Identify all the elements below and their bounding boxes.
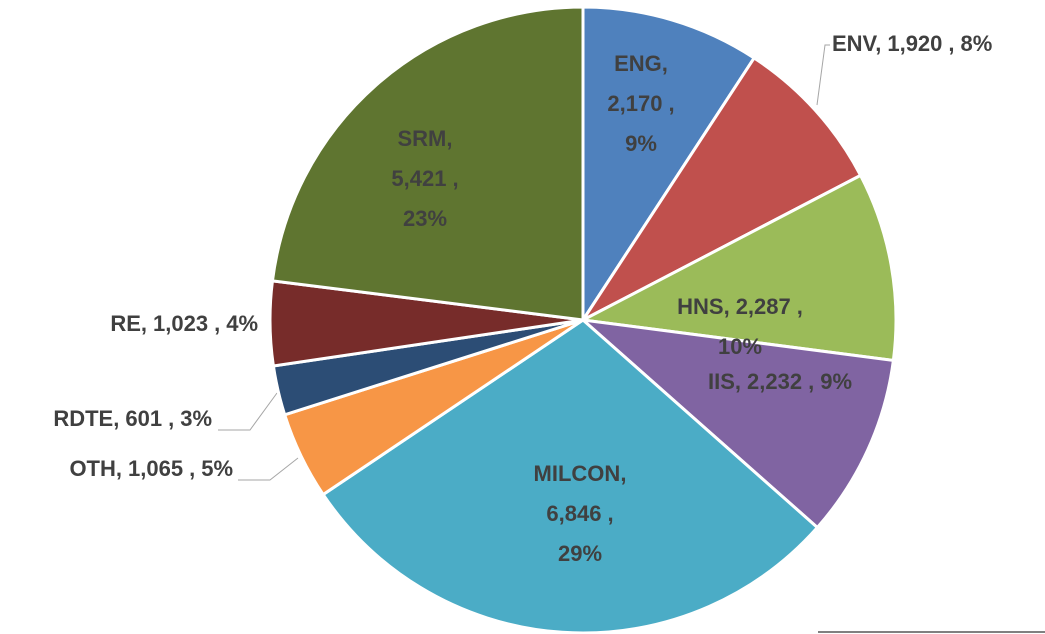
label-part: 2,170: [607, 91, 662, 116]
label-part: RDTE: [53, 406, 113, 431]
label-separator: ,: [607, 501, 613, 526]
pie-slice: [581, 5, 757, 326]
label-part: 4%: [226, 311, 258, 336]
label-part: 3%: [180, 406, 212, 431]
data-label: ENV, 1,920, 8%: [832, 31, 992, 56]
label-separator: ,: [620, 461, 626, 486]
pie-slice: [578, 55, 863, 324]
label-separator: ,: [113, 406, 119, 431]
pie-slice: [270, 5, 585, 322]
label-separator: ,: [141, 311, 147, 336]
label-part: MILCON: [534, 461, 621, 486]
label-part: 1,065: [128, 456, 183, 481]
data-label: OTH, 1,065, 5%: [69, 456, 233, 481]
data-label: 23%: [403, 206, 447, 231]
label-part: 8%: [961, 31, 993, 56]
label-separator: ,: [875, 31, 881, 56]
label-separator: ,: [948, 31, 954, 56]
label-part: ENV: [832, 31, 878, 56]
label-separator: ,: [735, 369, 741, 394]
label-part: 29%: [558, 541, 602, 566]
label-part: 2,287: [736, 294, 791, 319]
label-part: 23%: [403, 206, 447, 231]
label-part: IIS: [708, 369, 735, 394]
label-separator: ,: [808, 369, 814, 394]
data-label: IIS, 2,232, 9%: [708, 369, 852, 394]
data-label: RE, 1,023, 4%: [110, 311, 258, 336]
label-part: 601: [125, 406, 162, 431]
data-label: SRM,: [397, 126, 452, 151]
data-label: HNS, 2,287,: [677, 294, 803, 319]
data-label: 29%: [558, 541, 602, 566]
data-label: MILCON,: [534, 461, 627, 486]
label-separator: ,: [662, 51, 668, 76]
label-separator: ,: [446, 126, 452, 151]
label-separator: ,: [797, 294, 803, 319]
label-separator: ,: [168, 406, 174, 431]
data-label: 9%: [625, 131, 657, 156]
data-label: 2,170,: [607, 91, 674, 116]
leader-line: [816, 44, 830, 106]
label-part: 6,846: [546, 501, 601, 526]
label-part: SRM: [397, 126, 446, 151]
label-separator: ,: [116, 456, 122, 481]
label-part: 1,023: [153, 311, 208, 336]
label-part: 10%: [718, 334, 762, 359]
label-part: 1,920: [887, 31, 942, 56]
pie-slice: [578, 317, 896, 530]
data-label: 5,421,: [391, 166, 458, 191]
label-part: ENG: [614, 51, 662, 76]
pie-slice: [321, 318, 820, 634]
leader-line: [238, 457, 299, 481]
label-part: OTH: [69, 456, 115, 481]
data-label: ENG,: [614, 51, 668, 76]
label-part: 9%: [625, 131, 657, 156]
label-part: 5%: [201, 456, 233, 481]
data-label: 10%: [718, 334, 762, 359]
label-separator: ,: [452, 166, 458, 191]
pie-slice: [578, 173, 898, 363]
leader-line: [218, 392, 278, 431]
label-separator: ,: [668, 91, 674, 116]
label-part: HNS: [677, 294, 723, 319]
label-part: 9%: [820, 369, 852, 394]
label-part: 5,421: [391, 166, 446, 191]
data-label: RDTE, 601, 3%: [53, 406, 212, 431]
label-part: RE: [110, 311, 141, 336]
data-label: 6,846,: [546, 501, 613, 526]
label-part: 2,232: [747, 369, 802, 394]
label-separator: ,: [189, 456, 195, 481]
label-separator: ,: [214, 311, 220, 336]
label-separator: ,: [724, 294, 730, 319]
